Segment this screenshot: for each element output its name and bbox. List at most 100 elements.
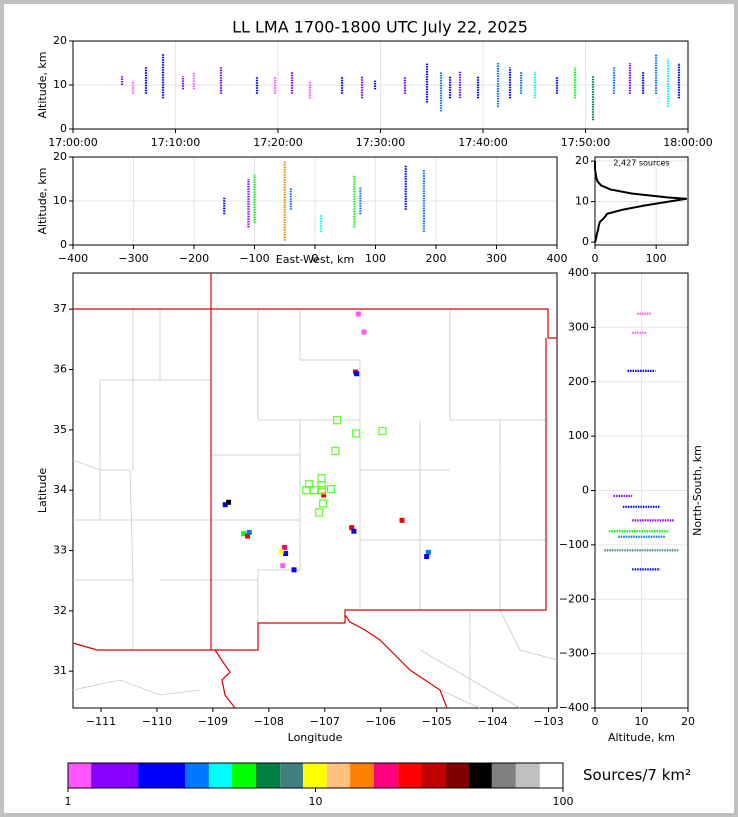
y-tick-label: 20: [53, 34, 67, 47]
source: [351, 528, 357, 534]
colorbar-cell: [91, 763, 139, 788]
y-axis-label: Altitude, km: [36, 51, 49, 118]
x-tick-label: 100: [646, 252, 667, 265]
x-tick-label: −400: [58, 252, 88, 265]
y-tick-label: 34: [53, 483, 67, 496]
colorbar-cell: [185, 763, 209, 788]
station: [317, 481, 326, 490]
plot-frame: [594, 156, 689, 246]
station: [315, 508, 324, 517]
colorbar-cell: [445, 763, 469, 788]
colorbar-cell: [138, 763, 186, 788]
y-tick-label: 35: [53, 423, 67, 436]
source: [355, 311, 361, 317]
x-tick-label: 100: [365, 252, 386, 265]
x-tick-label: −104: [478, 715, 508, 728]
altitude-histogram: [594, 161, 687, 243]
y-tick-label: 0: [582, 235, 589, 248]
y-tick-label: 10: [53, 78, 67, 91]
y-tick-label: 300: [568, 320, 589, 333]
station: [317, 486, 327, 495]
y-tick-label: −400: [559, 701, 589, 714]
y-tick-label: 32: [53, 604, 67, 617]
station: [351, 429, 361, 438]
x-tick-label: 10: [635, 715, 649, 728]
x-tick-label: 20: [681, 715, 695, 728]
annotation: 2,427 sources: [613, 159, 669, 168]
colorbar-cell: [468, 763, 492, 788]
x-tick-label: 17:00:00: [48, 136, 97, 149]
colorbar-cell: [232, 763, 257, 788]
colorbar-frame: [67, 762, 564, 789]
source: [282, 545, 288, 551]
y-tick-label: 100: [568, 429, 589, 442]
x-tick-label: −103: [533, 715, 563, 728]
colorbar-cell: [373, 763, 399, 788]
colorbar-cell: [302, 763, 327, 788]
y-tick-label: 0: [60, 238, 67, 251]
x-tick-label: 18:00:00: [663, 136, 712, 149]
colorbar-cell: [421, 763, 446, 788]
source: [246, 529, 252, 535]
x-axis-label: Longitude: [288, 731, 343, 744]
station: [326, 484, 336, 494]
station: [332, 416, 342, 425]
source: [291, 567, 297, 573]
x-tick-label: 17:30:00: [356, 136, 405, 149]
y-tick-label: 0: [582, 484, 589, 497]
y-tick-label: 10: [575, 195, 589, 208]
colorbar-cell: [491, 763, 516, 788]
source: [283, 551, 289, 557]
x-tick-label: −200: [179, 252, 209, 265]
plot-frame: [72, 40, 689, 130]
x-tick-label: 200: [426, 252, 447, 265]
x-axis-label: Altitude, km: [608, 731, 675, 744]
y-axis-label: Latitude: [36, 468, 49, 514]
x-tick-label: −100: [239, 252, 269, 265]
x-tick-label: 300: [486, 252, 507, 265]
x-tick-label: 17:10:00: [151, 136, 200, 149]
y-tick-label: 400: [568, 266, 589, 279]
station: [331, 446, 340, 456]
source: [245, 533, 251, 539]
x-tick-label: −110: [142, 715, 172, 728]
source: [280, 563, 286, 569]
colorbar-cell: [398, 763, 422, 788]
colorbar-cell: [326, 763, 351, 788]
colorbar-cell: [68, 763, 92, 788]
x-tick-label: 10: [309, 795, 323, 808]
source: [424, 554, 430, 560]
colorbar-cell: [256, 763, 281, 788]
x-tick-label: −109: [198, 715, 228, 728]
x-tick-label: 400: [547, 252, 568, 265]
x-tick-label: 0: [592, 715, 599, 728]
x-tick-label: −107: [310, 715, 340, 728]
x-tick-label: −108: [254, 715, 284, 728]
county-lines: [72, 309, 558, 709]
x-tick-label: −105: [422, 715, 452, 728]
source: [399, 517, 405, 523]
y-tick-label: 20: [575, 154, 589, 167]
source: [321, 492, 327, 498]
y-tick-label: 0: [60, 122, 67, 135]
x-tick-label: 17:50:00: [561, 136, 610, 149]
colorbar-cell: [280, 763, 303, 788]
y-tick-label: 31: [53, 664, 67, 677]
colorbar-label: Sources/7 km²: [583, 766, 691, 784]
source: [222, 502, 228, 508]
colorbar-cell: [208, 763, 233, 788]
x-tick-label: 0: [592, 252, 599, 265]
y-tick-label: 36: [53, 363, 67, 376]
colorbar-cell: [350, 763, 374, 788]
station: [310, 486, 319, 495]
x-tick-label: 0: [312, 252, 319, 265]
x-tick-label: 17:40:00: [458, 136, 507, 149]
x-tick-label: −300: [118, 252, 148, 265]
source: [226, 499, 232, 505]
y-tick-label: −200: [559, 592, 589, 605]
y-tick-label: 37: [53, 302, 67, 315]
y-axis-label: Altitude, km: [36, 167, 49, 234]
source: [349, 525, 355, 531]
